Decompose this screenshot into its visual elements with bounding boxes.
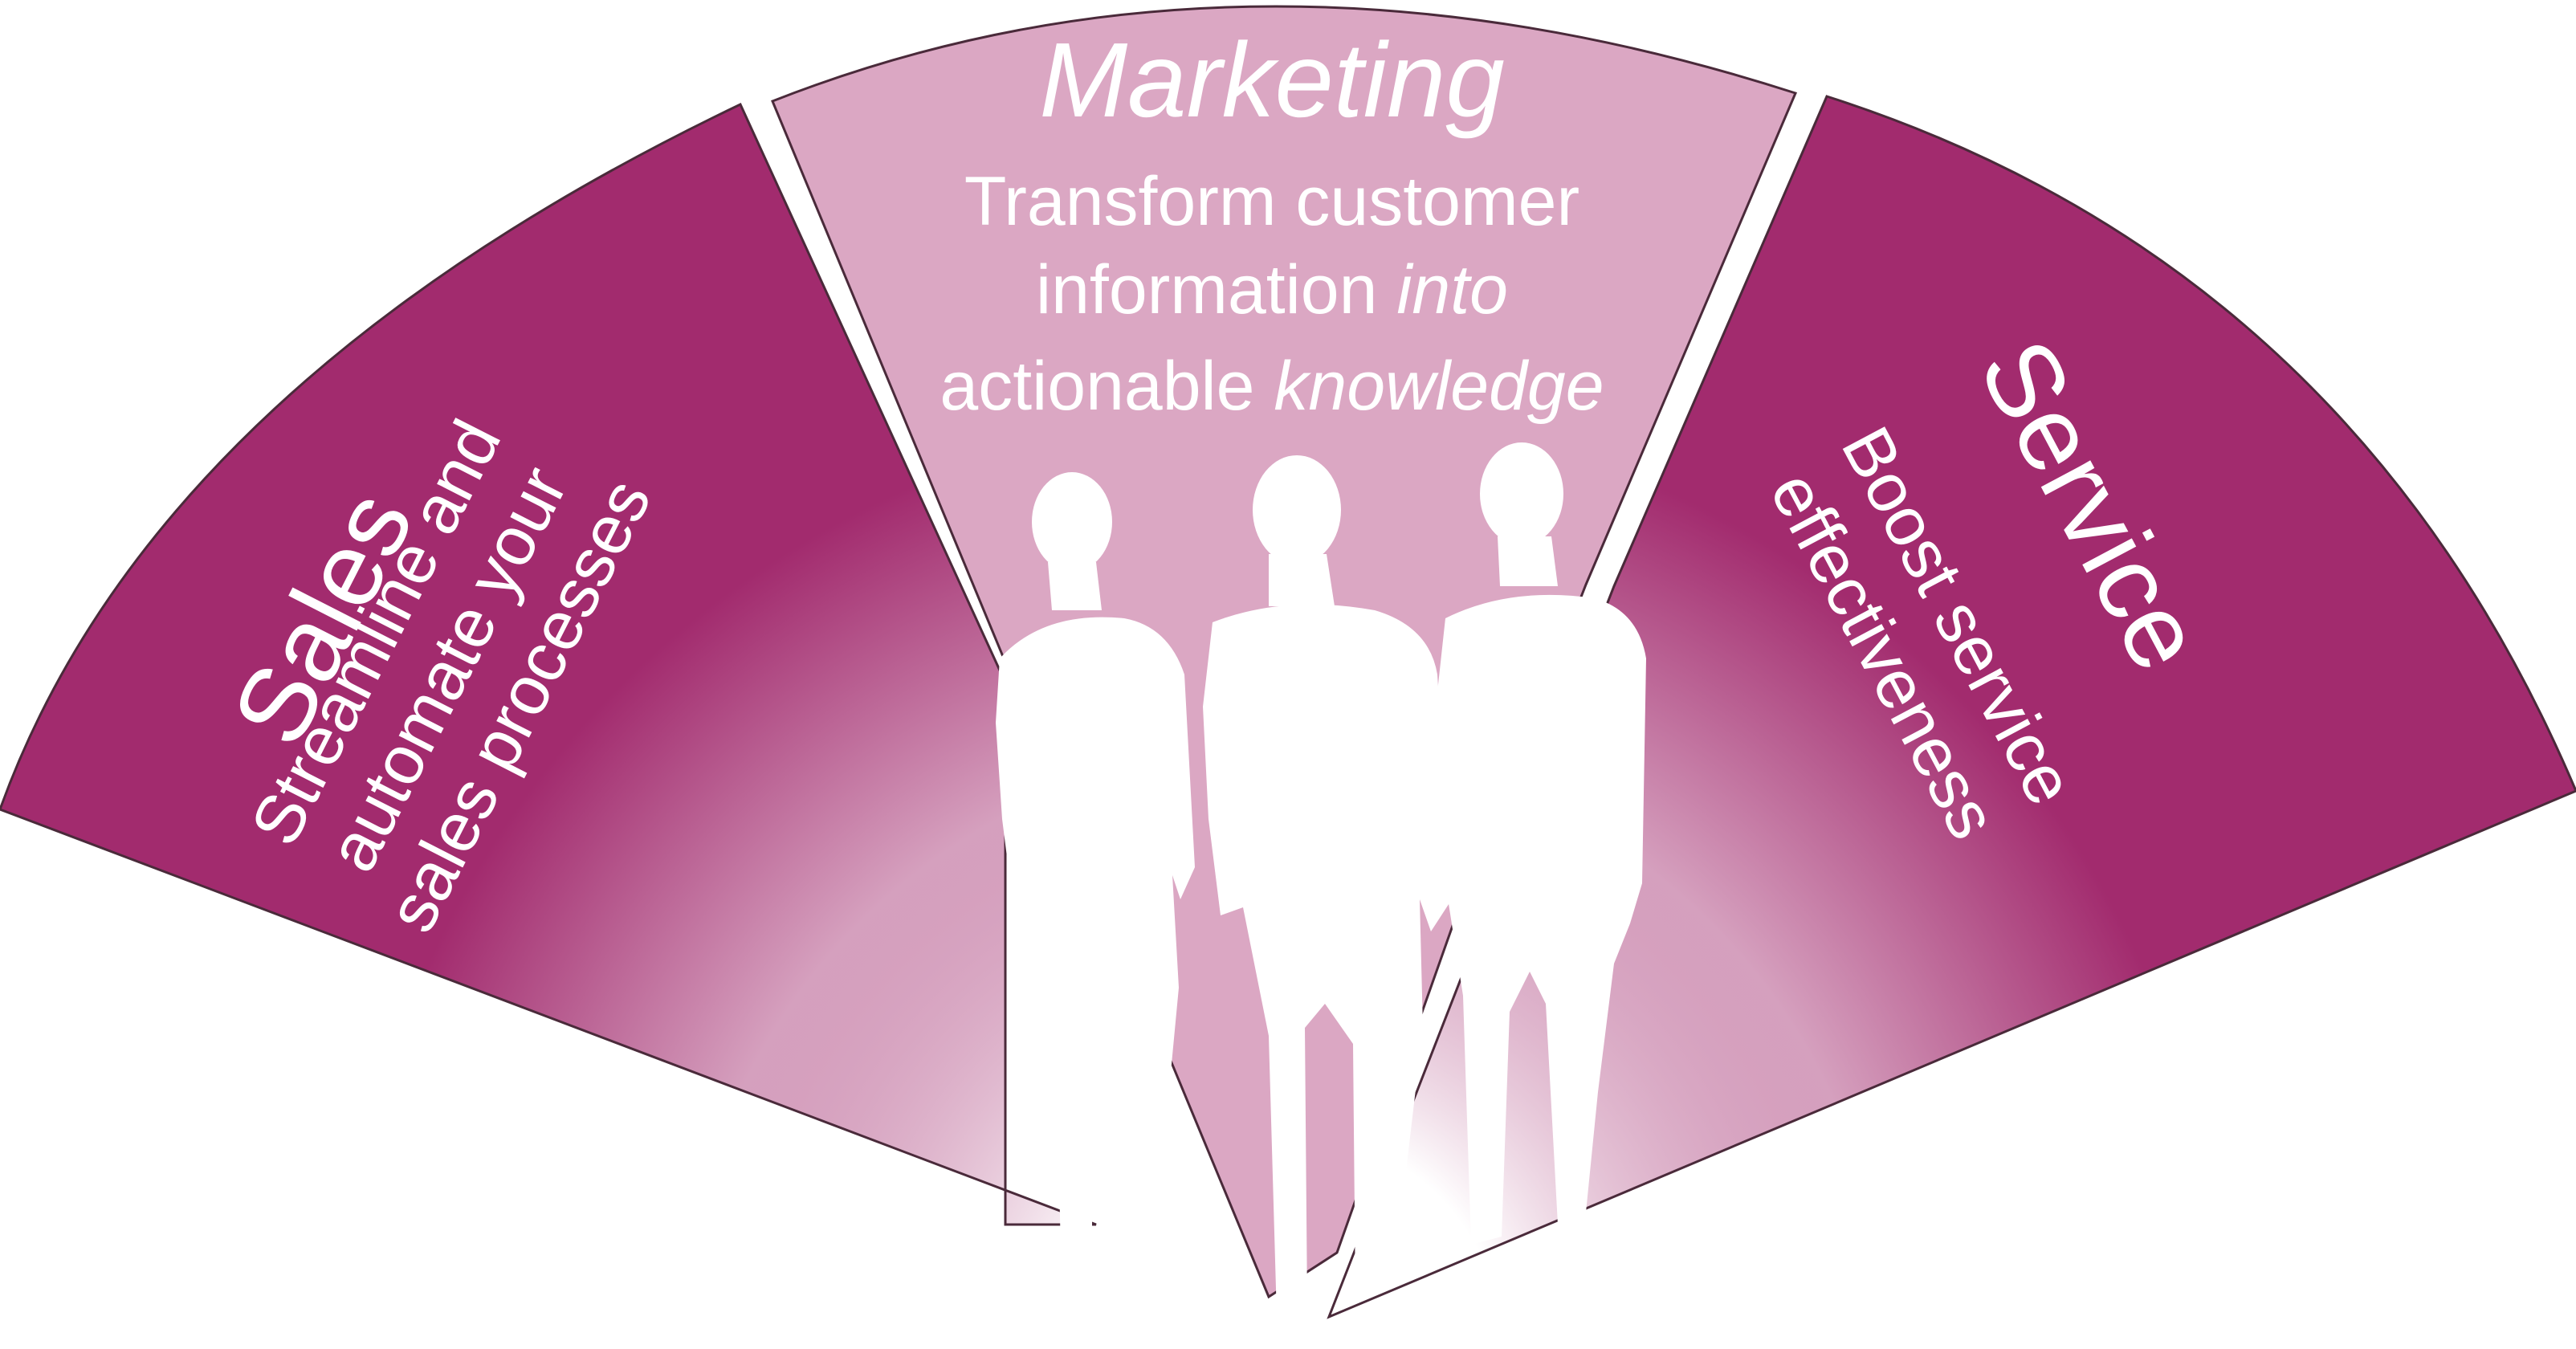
marketing-title: Marketing xyxy=(1039,21,1505,139)
person-center-silhouette xyxy=(1203,455,1452,1317)
marketing-line-2-normal: information xyxy=(1036,251,1396,328)
marketing-line-3: actionable knowledge xyxy=(940,348,1604,425)
service-segment[interactable] xyxy=(1327,95,2576,1319)
marketing-line-1: Transform customer xyxy=(964,163,1579,240)
sales-segment[interactable] xyxy=(0,102,1097,1226)
marketing-line-3-normal: actionable xyxy=(940,348,1274,425)
person-left-silhouette xyxy=(996,472,1195,1289)
marketing-line-3-italic: knowledge xyxy=(1274,348,1604,425)
three-business-people-silhouette-icon xyxy=(996,442,1646,1317)
marketing-line-2-italic: into xyxy=(1396,251,1508,328)
person-right-silhouette xyxy=(1429,442,1646,1245)
marketing-line-2: information into xyxy=(1036,251,1508,328)
